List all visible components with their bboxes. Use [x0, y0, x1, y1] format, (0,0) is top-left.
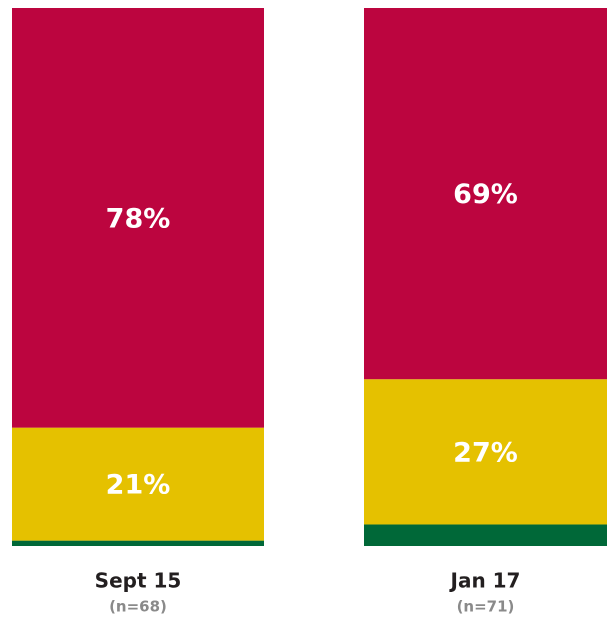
value-label: 27% [453, 437, 518, 468]
bar-segment [12, 427, 264, 541]
category-label: Sept 15 [95, 569, 182, 593]
sample-size: (n=68) [109, 598, 167, 616]
bar-segment [364, 379, 607, 525]
bar-segment [12, 8, 264, 428]
bar-segment [364, 8, 607, 380]
category-label: Jan 17 [449, 569, 521, 593]
value-label: 78% [106, 203, 171, 234]
bar-segment [364, 524, 607, 546]
sample-size: (n=71) [457, 598, 515, 616]
value-label: 21% [106, 470, 171, 501]
value-label: 69% [453, 179, 518, 210]
bar-segment [12, 540, 264, 546]
